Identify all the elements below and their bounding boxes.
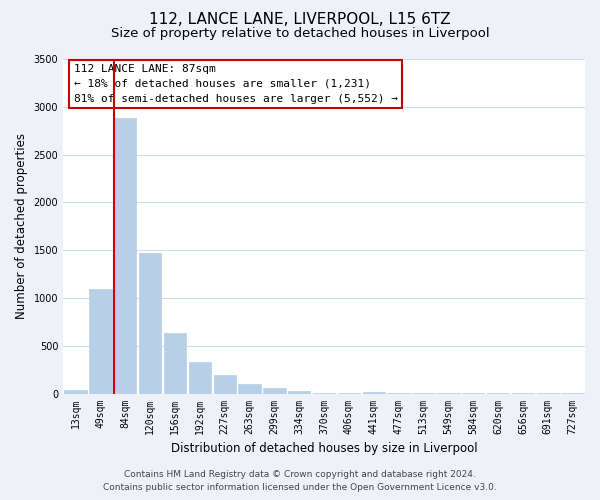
Bar <box>214 376 236 394</box>
Bar <box>164 334 186 394</box>
Bar <box>362 392 385 394</box>
Bar <box>89 290 112 394</box>
Bar <box>64 390 87 394</box>
Text: 112, LANCE LANE, LIVERPOOL, L15 6TZ: 112, LANCE LANE, LIVERPOOL, L15 6TZ <box>149 12 451 28</box>
Bar <box>139 253 161 394</box>
Bar <box>238 384 261 394</box>
Bar <box>114 118 136 394</box>
Bar <box>263 388 286 394</box>
Bar <box>288 391 310 394</box>
X-axis label: Distribution of detached houses by size in Liverpool: Distribution of detached houses by size … <box>171 442 478 455</box>
Text: 112 LANCE LANE: 87sqm
← 18% of detached houses are smaller (1,231)
81% of semi-d: 112 LANCE LANE: 87sqm ← 18% of detached … <box>74 64 398 104</box>
Bar <box>188 362 211 394</box>
Y-axis label: Number of detached properties: Number of detached properties <box>15 134 28 320</box>
Text: Size of property relative to detached houses in Liverpool: Size of property relative to detached ho… <box>110 28 490 40</box>
Text: Contains HM Land Registry data © Crown copyright and database right 2024.
Contai: Contains HM Land Registry data © Crown c… <box>103 470 497 492</box>
Bar <box>313 392 335 394</box>
